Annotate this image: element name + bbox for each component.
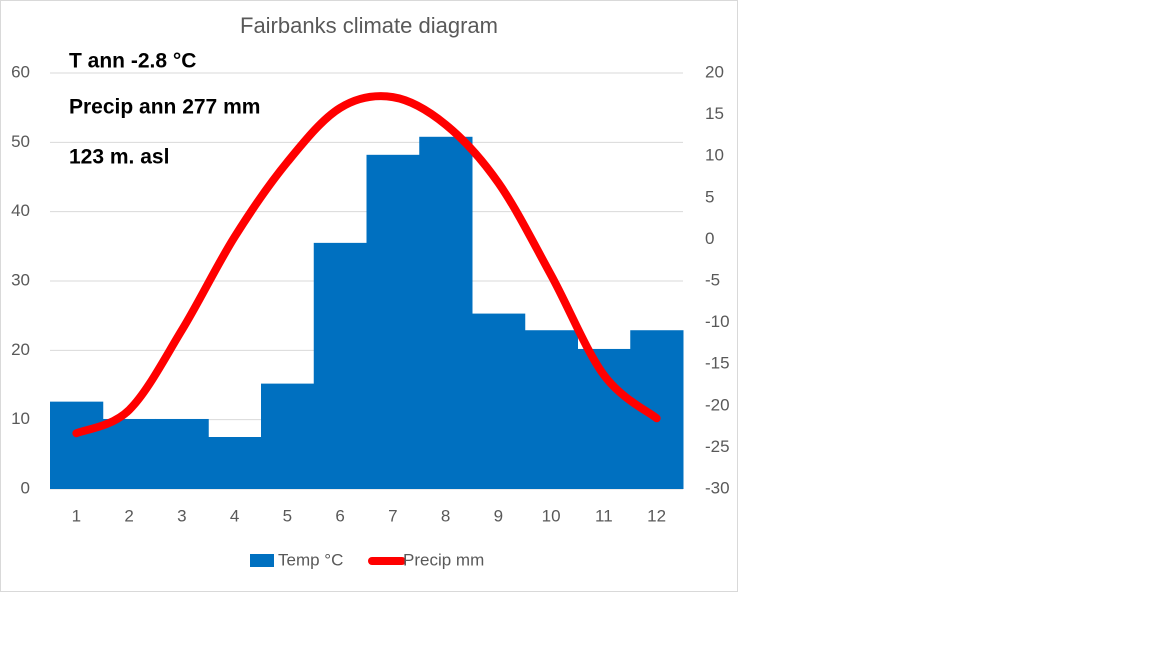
annotation: 123 m. asl [69, 146, 169, 169]
y-tick-label: 0 [21, 478, 30, 497]
y-tick-label: 60 [11, 62, 30, 81]
y-tick-label: 30 [11, 270, 30, 289]
annotation: Precip ann 277 mm [69, 96, 260, 119]
x-tick-label: 10 [542, 506, 561, 525]
x-tick-label: 8 [441, 506, 450, 525]
y-tick-label: 10 [11, 409, 30, 428]
y2-tick-label: -30 [705, 478, 730, 497]
bar [102, 418, 156, 489]
x-tick-label: 6 [335, 506, 344, 525]
bar [208, 437, 262, 489]
x-tick-label: 9 [494, 506, 503, 525]
legend-label: Temp °C [278, 550, 343, 569]
y2-tick-label: 15 [705, 104, 724, 123]
legend-label: Precip mm [403, 550, 484, 569]
y2-tick-label: -15 [705, 354, 730, 373]
y-tick-label: 40 [11, 201, 30, 220]
bar [261, 383, 315, 489]
y2-tick-label: 5 [705, 187, 714, 206]
bar [313, 242, 367, 489]
x-tick-label: 12 [647, 506, 666, 525]
y-tick-label: 50 [11, 132, 30, 151]
x-tick-label: 4 [230, 506, 239, 525]
y2-tick-label: 20 [705, 62, 724, 81]
y2-tick-label: -10 [705, 312, 730, 331]
bar [366, 154, 420, 489]
bar [419, 136, 473, 489]
x-tick-label: 3 [177, 506, 186, 525]
annotation: T ann -2.8 °C [69, 50, 196, 73]
x-tick-label: 11 [595, 506, 613, 525]
chart-title: Fairbanks climate diagram [240, 13, 498, 38]
x-tick-label: 7 [388, 506, 397, 525]
bar [155, 418, 209, 489]
y2-tick-label: 10 [705, 146, 724, 165]
x-tick-label: 2 [124, 506, 133, 525]
bar [524, 330, 578, 489]
line [72, 92, 661, 438]
bar [50, 401, 104, 489]
y2-tick-label: -5 [705, 270, 720, 289]
x-tick-label: 1 [72, 506, 81, 525]
x-tick-label: 5 [283, 506, 292, 525]
y2-tick-label: -25 [705, 437, 730, 456]
legend-swatch [250, 554, 274, 567]
bar [472, 313, 526, 489]
plot [50, 92, 684, 489]
y-tick-label: 20 [11, 340, 30, 359]
y2-tick-label: 0 [705, 229, 714, 248]
y2-tick-label: -20 [705, 395, 730, 414]
